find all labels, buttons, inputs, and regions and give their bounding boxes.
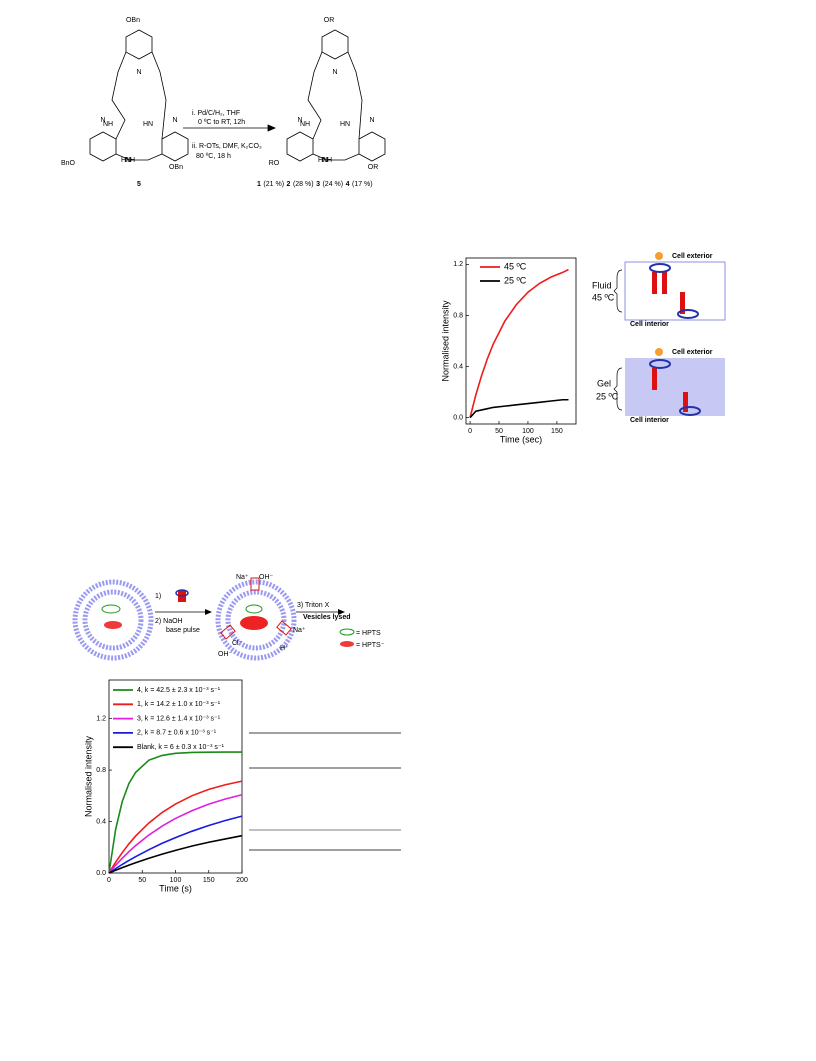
label: NH	[300, 121, 310, 128]
label: (28 %)	[293, 181, 314, 188]
table-rules	[249, 732, 401, 851]
label: Vesicles lysed	[303, 614, 350, 621]
label: HN	[340, 121, 350, 128]
label: OR	[368, 164, 379, 171]
label: RO	[269, 160, 280, 167]
label: Cell exterior	[672, 253, 713, 260]
scheme	[89, 29, 386, 162]
y-tick-label: 0.4	[453, 363, 463, 370]
label: 2	[287, 181, 291, 188]
label: base pulse	[166, 627, 200, 634]
label: 3	[316, 181, 320, 188]
label: Cell exterior	[672, 349, 713, 356]
label: Cl⁻	[232, 640, 243, 647]
label: NH	[322, 157, 332, 164]
series-line	[108, 834, 243, 874]
label: OR	[324, 17, 335, 24]
membrane-diagram	[613, 252, 726, 416]
label: N	[136, 69, 141, 76]
x-tick-label: 0	[107, 877, 111, 884]
y-tick-label: 0.4	[96, 818, 106, 825]
y-axis-label: Normalised intensity	[440, 300, 450, 382]
label: 45 ºC	[592, 292, 615, 302]
chart1-frame	[465, 257, 577, 425]
label: (24 %)	[322, 181, 343, 188]
label: OBn	[169, 164, 183, 171]
label: = HPTS⁻	[356, 642, 385, 649]
label: N	[297, 117, 302, 124]
label: 1	[257, 181, 261, 188]
series-line	[469, 268, 569, 418]
legend-label: 3, k = 12.6 ± 1.4 x 10⁻³ s⁻¹	[137, 715, 221, 722]
x-tick-label: 100	[522, 428, 534, 435]
label: NH	[103, 121, 113, 128]
label: N	[332, 69, 337, 76]
x-tick-label: 150	[203, 877, 215, 884]
label: (17 %)	[352, 181, 373, 188]
label: NH	[125, 157, 135, 164]
x-tick-label: 0	[468, 428, 472, 435]
label: (21 %)	[263, 181, 284, 188]
vesicle-diagram	[72, 577, 355, 661]
label: = HPTS	[356, 630, 381, 637]
legend-label: 1, k = 14.2 ± 1.0 x 10⁻³ s⁻¹	[137, 701, 221, 708]
label: 5	[137, 181, 141, 188]
label: H⁺	[280, 645, 289, 652]
legend-label: 25 ºC	[504, 275, 527, 285]
label: 2) NaOH	[155, 618, 183, 625]
y-tick-label: 0.0	[453, 414, 463, 421]
legend-label: 4, k = 42.5 ± 2.3 x 10⁻³ s⁻¹	[137, 687, 221, 694]
x-axis-label: Time (s)	[159, 883, 192, 893]
label: 25 ºC	[596, 391, 619, 401]
x-tick-label: 100	[170, 877, 182, 884]
y-tick-label: 0.8	[453, 312, 463, 319]
series-line	[108, 780, 243, 874]
label: Na⁺	[293, 627, 306, 634]
series-line	[469, 398, 569, 419]
y-axis-label: Normalised intensity	[83, 735, 93, 817]
legend-label: 45 ºC	[504, 261, 527, 271]
x-tick-label: 50	[495, 428, 503, 435]
label: Fluid	[592, 280, 612, 290]
label: OH⁻	[218, 651, 233, 658]
label: BnO	[61, 160, 76, 167]
series-line	[108, 751, 242, 874]
label: Cell interior	[630, 321, 669, 328]
label: 80 ºC, 18 h	[196, 153, 231, 160]
label: 4	[346, 181, 350, 188]
label: HN	[143, 121, 153, 128]
y-tick-label: 1.2	[453, 261, 463, 268]
label: HN	[318, 157, 328, 164]
legend-label: 2, k = 8.7 ± 0.6 x 10⁻³ s⁻¹	[137, 730, 217, 737]
label: Gel	[597, 378, 611, 388]
series-line	[108, 815, 243, 874]
label: Na⁺	[236, 574, 249, 581]
x-axis-label: Time (sec)	[500, 434, 542, 444]
label: N	[172, 117, 177, 124]
label: 3) Triton X	[297, 602, 330, 609]
y-tick-label: 1.2	[96, 715, 106, 722]
label: 0 ºC to RT, 12h	[198, 119, 245, 126]
label: ii. R-OTs, DMF, K₂CO₃	[192, 143, 262, 150]
label: HN	[121, 157, 131, 164]
y-tick-label: 0.8	[96, 767, 106, 774]
label: i. Pd/C/H₂, THF	[192, 110, 240, 117]
label: 1)	[155, 593, 161, 600]
x-tick-label: 50	[138, 877, 146, 884]
label: OH⁻	[259, 574, 274, 581]
label: N	[100, 117, 105, 124]
label: N	[369, 117, 374, 124]
legend-label: Blank, k = 6 ± 0.3 x 10⁻³ s⁻¹	[137, 744, 225, 751]
x-tick-label: 200	[236, 877, 248, 884]
series-line	[108, 793, 243, 874]
label: OBn	[126, 17, 140, 24]
y-tick-label: 0.0	[96, 870, 106, 877]
label: Cell interior	[630, 417, 669, 424]
x-tick-label: 150	[551, 428, 563, 435]
